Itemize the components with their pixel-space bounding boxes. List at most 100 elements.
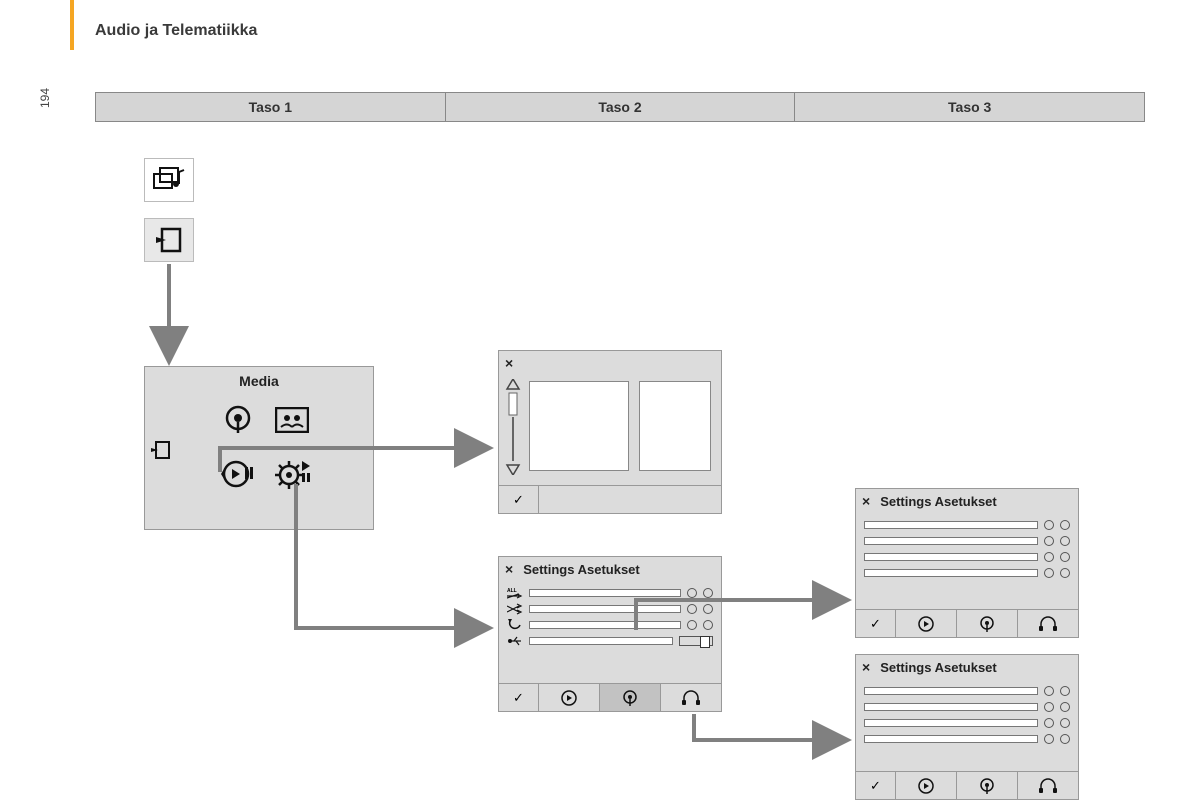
- radio-icon[interactable]: [703, 620, 713, 630]
- headphones-icon: [681, 690, 701, 706]
- browser-footer: ✓: [499, 485, 721, 513]
- confirm-button[interactable]: ✓: [856, 771, 896, 799]
- media-title: Media: [145, 367, 373, 393]
- scroll-icon[interactable]: [505, 379, 521, 475]
- radio-icon[interactable]: [1060, 552, 1070, 562]
- repeat-icon: [507, 619, 523, 631]
- settings-r2-footer: ✓: [856, 771, 1078, 799]
- level-3: Taso 3: [795, 93, 1144, 121]
- settings-panel-r2: × Settings Asetukset ✓: [855, 654, 1079, 800]
- row-bar: [529, 605, 681, 613]
- persons-icon[interactable]: [275, 407, 309, 433]
- svg-text:ALL: ALL: [507, 588, 517, 594]
- radio-icon[interactable]: [1060, 702, 1070, 712]
- radio-icon[interactable]: [1060, 686, 1070, 696]
- confirm-button[interactable]: ✓: [499, 683, 539, 711]
- radio-icon[interactable]: [687, 620, 697, 630]
- browser-pane-left[interactable]: [529, 381, 629, 471]
- radio-icon[interactable]: [703, 604, 713, 614]
- list-row: [856, 533, 1078, 549]
- radio-icon[interactable]: [1044, 536, 1054, 546]
- tab-play[interactable]: [896, 771, 957, 799]
- slider-icon[interactable]: [679, 636, 713, 646]
- input-button[interactable]: [144, 218, 194, 262]
- radio-icon[interactable]: [1044, 686, 1054, 696]
- play-pause-circle-icon[interactable]: [221, 459, 255, 489]
- row-bar: [529, 589, 681, 597]
- row-shuffle: [499, 601, 721, 617]
- level-1: Taso 1: [96, 93, 446, 121]
- radio-icon[interactable]: [703, 588, 713, 598]
- usb-icon: [507, 635, 523, 647]
- radio-icon[interactable]: [1044, 718, 1054, 728]
- level-header: Taso 1 Taso 2 Taso 3: [95, 92, 1145, 122]
- confirm-button[interactable]: ✓: [856, 609, 896, 637]
- headphones-icon: [1038, 616, 1058, 632]
- list-row: [856, 731, 1078, 747]
- radio-icon[interactable]: [1060, 718, 1070, 728]
- music-stack-icon: [152, 166, 186, 194]
- settings-r1-header: × Settings Asetukset: [856, 489, 1078, 513]
- back-icon[interactable]: [151, 441, 171, 459]
- radio-icon[interactable]: [1044, 552, 1054, 562]
- settings-main-footer: ✓: [499, 683, 721, 711]
- settings-panel-r1: × Settings Asetukset ✓: [855, 488, 1079, 638]
- circle-dot-icon: [978, 777, 996, 795]
- source-icon[interactable]: [223, 403, 253, 433]
- close-icon[interactable]: ×: [505, 561, 513, 577]
- tab-headphones[interactable]: [1018, 609, 1078, 637]
- check-icon: ✓: [870, 616, 881, 632]
- media-panel: Media: [144, 366, 374, 530]
- row-bar: [529, 637, 673, 645]
- settings-main-header: × Settings Asetukset: [499, 557, 721, 581]
- close-icon[interactable]: ×: [862, 659, 870, 675]
- tab-source[interactable]: [600, 683, 661, 711]
- radio-icon[interactable]: [1044, 568, 1054, 578]
- list-row: [856, 549, 1078, 565]
- tab-headphones[interactable]: [1018, 771, 1078, 799]
- confirm-button[interactable]: ✓: [499, 485, 539, 513]
- radio-icon[interactable]: [1044, 734, 1054, 744]
- tab-play[interactable]: [539, 683, 600, 711]
- check-icon: ✓: [513, 492, 524, 508]
- circle-dot-icon: [978, 615, 996, 633]
- tab-headphones[interactable]: [661, 683, 721, 711]
- play-circle-icon: [917, 777, 935, 795]
- radio-icon[interactable]: [687, 604, 697, 614]
- list-row: [856, 683, 1078, 699]
- list-row: [856, 715, 1078, 731]
- browser-pane-right[interactable]: [639, 381, 711, 471]
- radio-icon[interactable]: [1044, 520, 1054, 530]
- circle-dot-icon: [621, 689, 639, 707]
- settings-r1-footer: ✓: [856, 609, 1078, 637]
- check-icon: ✓: [870, 778, 881, 794]
- page-title: Audio ja Telematiikka: [95, 22, 257, 40]
- radio-icon[interactable]: [1060, 520, 1070, 530]
- settings-r2-header: × Settings Asetukset: [856, 655, 1078, 679]
- row-repeat: [499, 617, 721, 633]
- list-row: [856, 517, 1078, 533]
- page-number: 194: [38, 88, 52, 108]
- radio-icon[interactable]: [1060, 536, 1070, 546]
- radio-icon[interactable]: [1060, 568, 1070, 578]
- radio-icon[interactable]: [1044, 702, 1054, 712]
- close-icon[interactable]: ×: [505, 355, 513, 371]
- tab-source[interactable]: [957, 771, 1018, 799]
- shuffle-icon: [507, 603, 523, 615]
- input-box-icon: [154, 227, 184, 253]
- row-shuffle-all: ALL: [499, 585, 721, 601]
- library-button[interactable]: [144, 158, 194, 202]
- play-circle-icon: [560, 689, 578, 707]
- settings-gear-icon[interactable]: [275, 459, 311, 489]
- browser-header: ×: [499, 351, 721, 375]
- radio-icon[interactable]: [687, 588, 697, 598]
- close-icon[interactable]: ×: [862, 493, 870, 509]
- tab-source[interactable]: [957, 609, 1018, 637]
- headphones-icon: [1038, 778, 1058, 794]
- row-bar: [529, 621, 681, 629]
- tab-play[interactable]: [896, 609, 957, 637]
- browser-panel: × ✓: [498, 350, 722, 514]
- radio-icon[interactable]: [1060, 734, 1070, 744]
- accent-bar: [70, 0, 74, 50]
- settings-title: Settings Asetukset: [880, 494, 997, 509]
